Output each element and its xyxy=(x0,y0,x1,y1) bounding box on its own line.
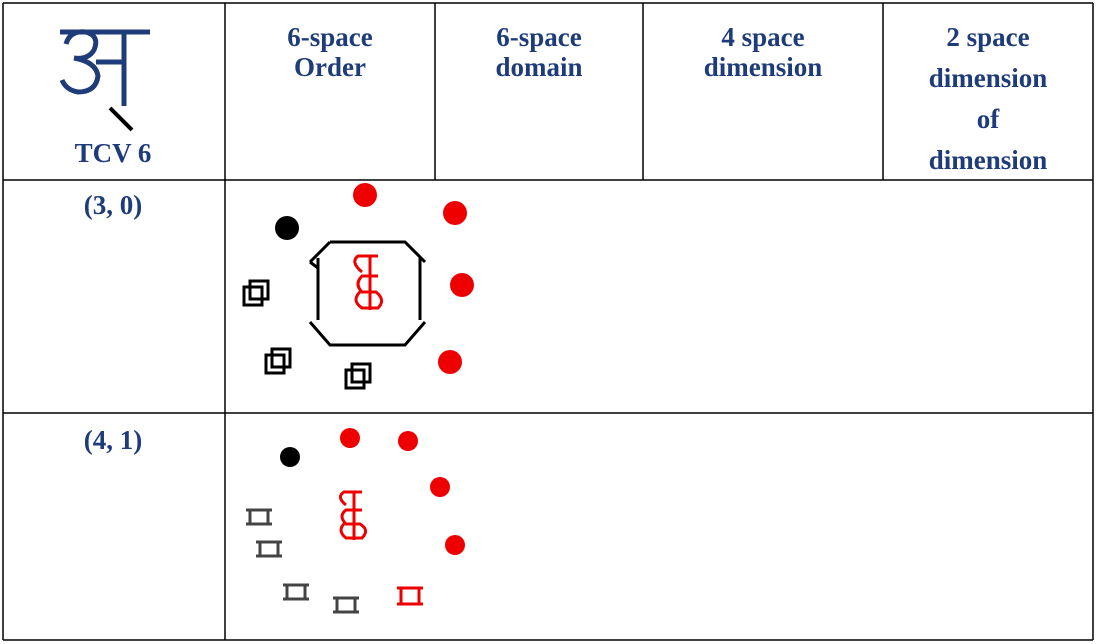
row-label: (4, 1) xyxy=(84,425,142,455)
row-1-image xyxy=(237,183,483,411)
column-header: 2 space xyxy=(946,22,1029,52)
column-header: 6-space xyxy=(496,22,581,52)
row-label: (3, 0) xyxy=(84,190,142,220)
table-rules xyxy=(2,2,1094,641)
column-header: dimension xyxy=(929,145,1048,175)
corner-glyph xyxy=(59,29,150,132)
column-header: Order xyxy=(294,52,366,82)
column-header: dimension xyxy=(704,52,823,82)
corner-label: TCV 6 xyxy=(75,138,152,168)
column-header: 4 space xyxy=(721,22,804,52)
row-2-image xyxy=(237,416,483,638)
column-header: 6-space xyxy=(287,22,372,52)
column-header: domain xyxy=(495,52,582,82)
column-header: of xyxy=(977,104,1001,134)
column-header: dimension xyxy=(929,63,1048,93)
